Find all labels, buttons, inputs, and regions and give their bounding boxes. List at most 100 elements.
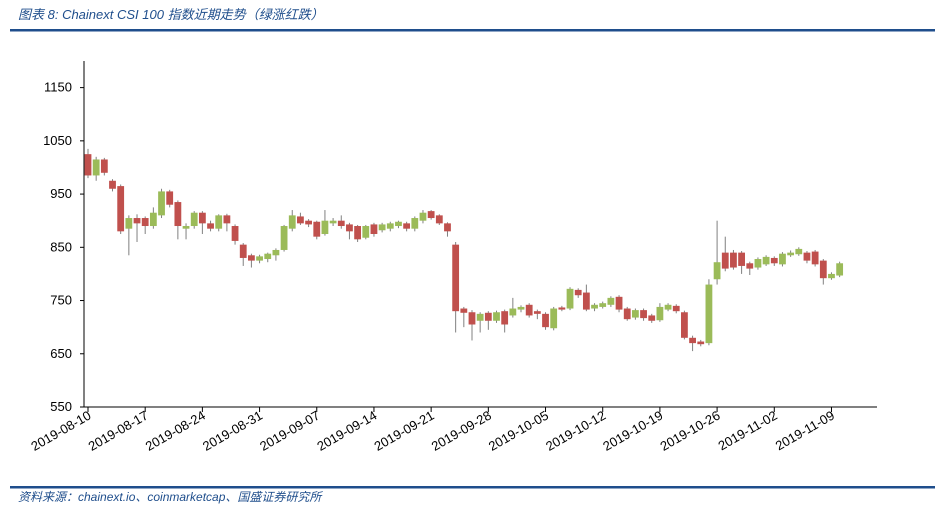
candle-body: [280, 226, 288, 250]
candle-body: [525, 304, 533, 316]
candle-body: [386, 223, 394, 229]
candle-body: [582, 292, 590, 310]
candle-body: [321, 220, 329, 234]
candle-body: [484, 312, 492, 321]
x-tick-label: 2019-08-17: [86, 408, 151, 454]
x-tick-label: 2019-10-12: [543, 408, 608, 454]
candle-body: [166, 191, 174, 205]
candle-body: [713, 262, 721, 280]
candle-body: [215, 215, 223, 229]
candle-body: [558, 307, 566, 310]
candle-body: [346, 224, 353, 232]
x-tick-label: 2019-09-28: [429, 408, 494, 454]
candle-body: [395, 221, 402, 227]
candle-body: [452, 244, 460, 312]
candle-body: [656, 306, 664, 321]
candle-body: [819, 260, 827, 279]
x-tick-label: 2019-08-24: [143, 408, 208, 454]
source-note: 资料来源：chainext.io、coinmarketcap、国盛证券研究所: [18, 490, 323, 504]
candle-body: [460, 308, 468, 313]
candle-body: [141, 218, 149, 227]
candle-body: [517, 306, 525, 310]
candle-body: [591, 304, 598, 309]
candle-body: [607, 297, 615, 305]
candle-body: [272, 249, 280, 256]
candle-body: [770, 257, 778, 264]
candle-body: [615, 296, 623, 310]
y-tick-label: 550: [50, 399, 72, 414]
candle-body: [239, 244, 247, 258]
candle-body: [542, 313, 549, 328]
candle-body: [84, 154, 92, 176]
candle-body: [354, 226, 362, 240]
candle-body: [370, 224, 378, 234]
candle-body: [435, 215, 443, 224]
candle-body: [566, 288, 574, 309]
header-rule: [10, 29, 935, 32]
candle-body: [672, 305, 680, 312]
candle-body: [828, 273, 835, 279]
candle-body: [779, 253, 786, 265]
candle-body: [574, 289, 582, 296]
candle-body: [811, 251, 819, 265]
candle-body: [689, 337, 696, 344]
candle-body: [288, 215, 296, 229]
candle-body: [803, 252, 811, 261]
x-tick-label: 2019-09-07: [257, 408, 322, 454]
candle-body: [158, 191, 165, 216]
candle-body: [117, 186, 125, 232]
candle-body: [730, 252, 737, 268]
candle-body: [313, 221, 321, 237]
candle-body: [125, 218, 133, 229]
candle-body: [149, 212, 157, 227]
candle-body: [836, 263, 844, 276]
candle-body: [721, 252, 729, 269]
candle-body: [109, 180, 116, 189]
candle-body: [493, 312, 500, 321]
candle-body: [501, 311, 509, 325]
x-tick-label: 2019-10-19: [600, 408, 665, 454]
candle-body: [697, 341, 705, 345]
candle-body: [223, 215, 231, 224]
y-tick-label: 950: [50, 186, 72, 201]
candle-body: [738, 252, 745, 266]
candle-body: [664, 304, 672, 310]
candle-body: [427, 211, 435, 219]
footer-rule: [10, 486, 935, 489]
candle-body: [411, 218, 419, 229]
candle-body: [248, 255, 255, 261]
x-tick-label: 2019-09-21: [372, 408, 437, 454]
y-tick-label: 750: [50, 293, 72, 308]
candle-body: [190, 212, 198, 227]
candle-body: [403, 223, 411, 229]
candle-body: [533, 311, 541, 314]
candle-body: [476, 313, 484, 321]
candle-body: [256, 256, 263, 261]
candle-body: [550, 308, 558, 329]
candle-body: [640, 310, 647, 319]
x-tick-label: 2019-11-02: [716, 408, 780, 454]
candle-body: [795, 248, 803, 255]
x-tick-label: 2019-11-09: [773, 408, 837, 454]
candle-body: [92, 159, 100, 176]
candle-body: [337, 220, 345, 227]
candle-body: [264, 253, 272, 260]
x-tick-label: 2019-10-05: [486, 408, 551, 454]
y-tick-label: 1050: [43, 133, 72, 148]
candle-body: [444, 223, 451, 232]
candle-body: [297, 216, 304, 224]
candle-body: [231, 226, 239, 241]
candle-body: [133, 218, 141, 224]
candle-body: [419, 212, 427, 221]
candle-body: [631, 310, 639, 318]
candle-body: [468, 312, 476, 325]
candle-body: [182, 226, 190, 229]
y-tick-label: 1150: [44, 80, 72, 95]
candle-body: [378, 224, 386, 231]
candle-body: [746, 263, 754, 269]
candle-body: [100, 159, 108, 173]
chart-title: 图表 8: Chainext CSI 100 指数近期走势（绿涨红跌）: [18, 7, 324, 22]
x-tick-label: 2019-10-26: [657, 408, 722, 454]
candle-body: [509, 308, 517, 316]
